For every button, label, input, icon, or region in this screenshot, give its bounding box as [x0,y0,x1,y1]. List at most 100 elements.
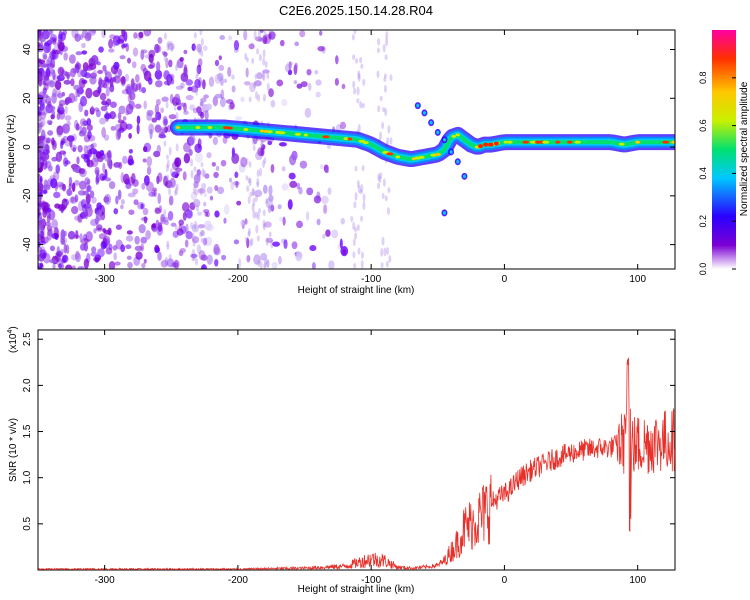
spectrogram-noise-cell [279,39,285,47]
spectrogram-noise-cell [79,125,83,134]
spectrogram-noise-cell [128,209,135,215]
spectrogram-noise-cell [93,107,100,112]
spectrogram-noise-cell [61,254,69,263]
colorbar-tick-label: 0.2 [698,215,708,228]
spectrogram-noise-cell [108,181,116,190]
spectrogram-noise-cell [260,138,264,147]
spectrogram-noise-cell [51,92,57,104]
spectrogram-noise-cell [334,78,339,86]
spectrogram-noise-cell [44,143,49,151]
spectrogram-noise-cell [183,110,189,115]
spectrogram-noise-cell [131,173,136,184]
spectrogram-noise-cell [51,219,59,229]
spectrogram-noise-cell [71,67,80,74]
spectrogram-noise-cell [85,231,93,242]
spectrogram-hotspot [303,133,308,137]
spectrogram-noise-cell [80,95,88,107]
spectrogram-noise-cell [168,61,172,67]
spectrogram-noise-cell [129,91,136,101]
spectrogram-noise-cell [120,244,126,253]
spectrogram-noise-cell [141,182,146,190]
spectrogram-noise-cell [101,206,105,213]
spectrogram-noise-cell [145,229,151,240]
spectrogram-noise-cell [200,50,204,57]
spectrogram-noise-cell [193,223,197,230]
spectrogram-noise-cell [213,247,221,256]
spectrogram-xtick-label: -200 [228,274,248,285]
spectrogram-noise-cell [176,60,180,69]
spectrogram-noise-cell [74,95,78,102]
spectrogram-noise-cell [314,69,319,75]
spectrogram-noise-cell [385,31,389,40]
spectrogram-noise-cell [64,115,72,121]
spectrogram-noise-cell [100,105,108,112]
spectrogram-noise-cell [174,189,178,196]
spectrogram-noise-cell [261,71,265,80]
spectrogram-noise-cell [168,146,172,156]
spectrogram-noise-cell [233,40,240,51]
spectrogram-noise-cell [157,37,163,44]
spectrogram-noise-cell [195,258,199,266]
spectrogram-noise-cell [168,59,173,68]
spectrogram-noise-cell [341,83,346,90]
spectrogram-noise-cell [214,59,220,67]
spectrogram-noise-cell [266,82,270,91]
spectrogram-noise-cell [247,178,251,184]
spectrogram-noise-cell [320,164,324,169]
spectrogram-noise-cell [51,232,59,240]
spectrogram-noise-cell [382,178,386,187]
spectrogram-noise-cell [40,121,44,128]
spectrogram-noise-cell [356,98,360,104]
spectrogram-noise-cell [105,85,110,97]
spectrogram-hotspot [542,140,550,144]
spectrogram-noise-cell [262,160,266,169]
spectrogram-noise-cell [43,179,49,189]
spectrogram-noise-cell [110,125,116,131]
spectrogram-noise-cell [175,143,179,152]
spectrogram-noise-cell [175,167,183,172]
spectrogram-noise-cell [288,172,296,180]
spectrogram-noise-cell [51,137,55,146]
snr-ytick-label: 1.0 [22,470,33,484]
spectrogram-noise-cell [74,62,82,70]
spectrogram-noise-cell [270,163,275,173]
spectrogram-noise-cell [377,173,381,181]
spectrogram-noise-cell [190,169,194,179]
spectrogram-noise-cell [128,132,132,139]
spectrogram-noise-cell [38,31,44,40]
spectrogram-noise-cell [55,183,59,190]
spectrogram-noise-cell [379,172,383,180]
spectrogram-noise-cell [175,64,179,72]
spectrogram-xtick-label: 100 [629,274,646,285]
spectrogram-noise-cell [83,238,90,243]
spectrogram-noise-cell [122,116,127,121]
spectrogram-noise-cell [143,100,147,110]
colorbar-tick-label: 0.8 [698,72,708,85]
spectrogram-noise-cell [63,157,69,167]
spectrogram-noise-cell [212,95,219,107]
spectrogram-noise-cell [190,191,198,201]
spectrogram-noise-cell [38,30,42,38]
spectrogram-noise-cell [263,157,267,165]
spectrogram-noise-cell [200,264,208,269]
spectrogram-noise-cell [58,99,66,106]
spectrogram-noise-cell [136,123,140,135]
spectrogram-noise-cell [174,186,178,196]
spectrogram-noise-cell [236,200,242,206]
spectrogram-noise-cell [171,262,179,268]
spectrogram-noise-cell [71,205,79,215]
spectrogram-noise-cell [81,42,86,49]
spectrogram-noise-cell [247,196,251,205]
spectrogram-noise-cell [63,230,67,237]
spectrogram-noise-cell [42,148,50,155]
spectrogram-noise-cell [361,165,365,172]
spectrogram-noise-cell [63,52,69,61]
spectrogram-noise-cell [253,254,261,265]
spectrogram-noise-cell [230,181,235,191]
spectrogram-noise-cell [48,209,56,221]
spectrogram-noise-cell [231,153,240,165]
spectrogram-noise-cell [156,144,161,154]
spectrogram-noise-cell [190,85,199,93]
spectrogram-noise-cell [133,32,138,39]
spectrogram-noise-cell [49,175,56,180]
